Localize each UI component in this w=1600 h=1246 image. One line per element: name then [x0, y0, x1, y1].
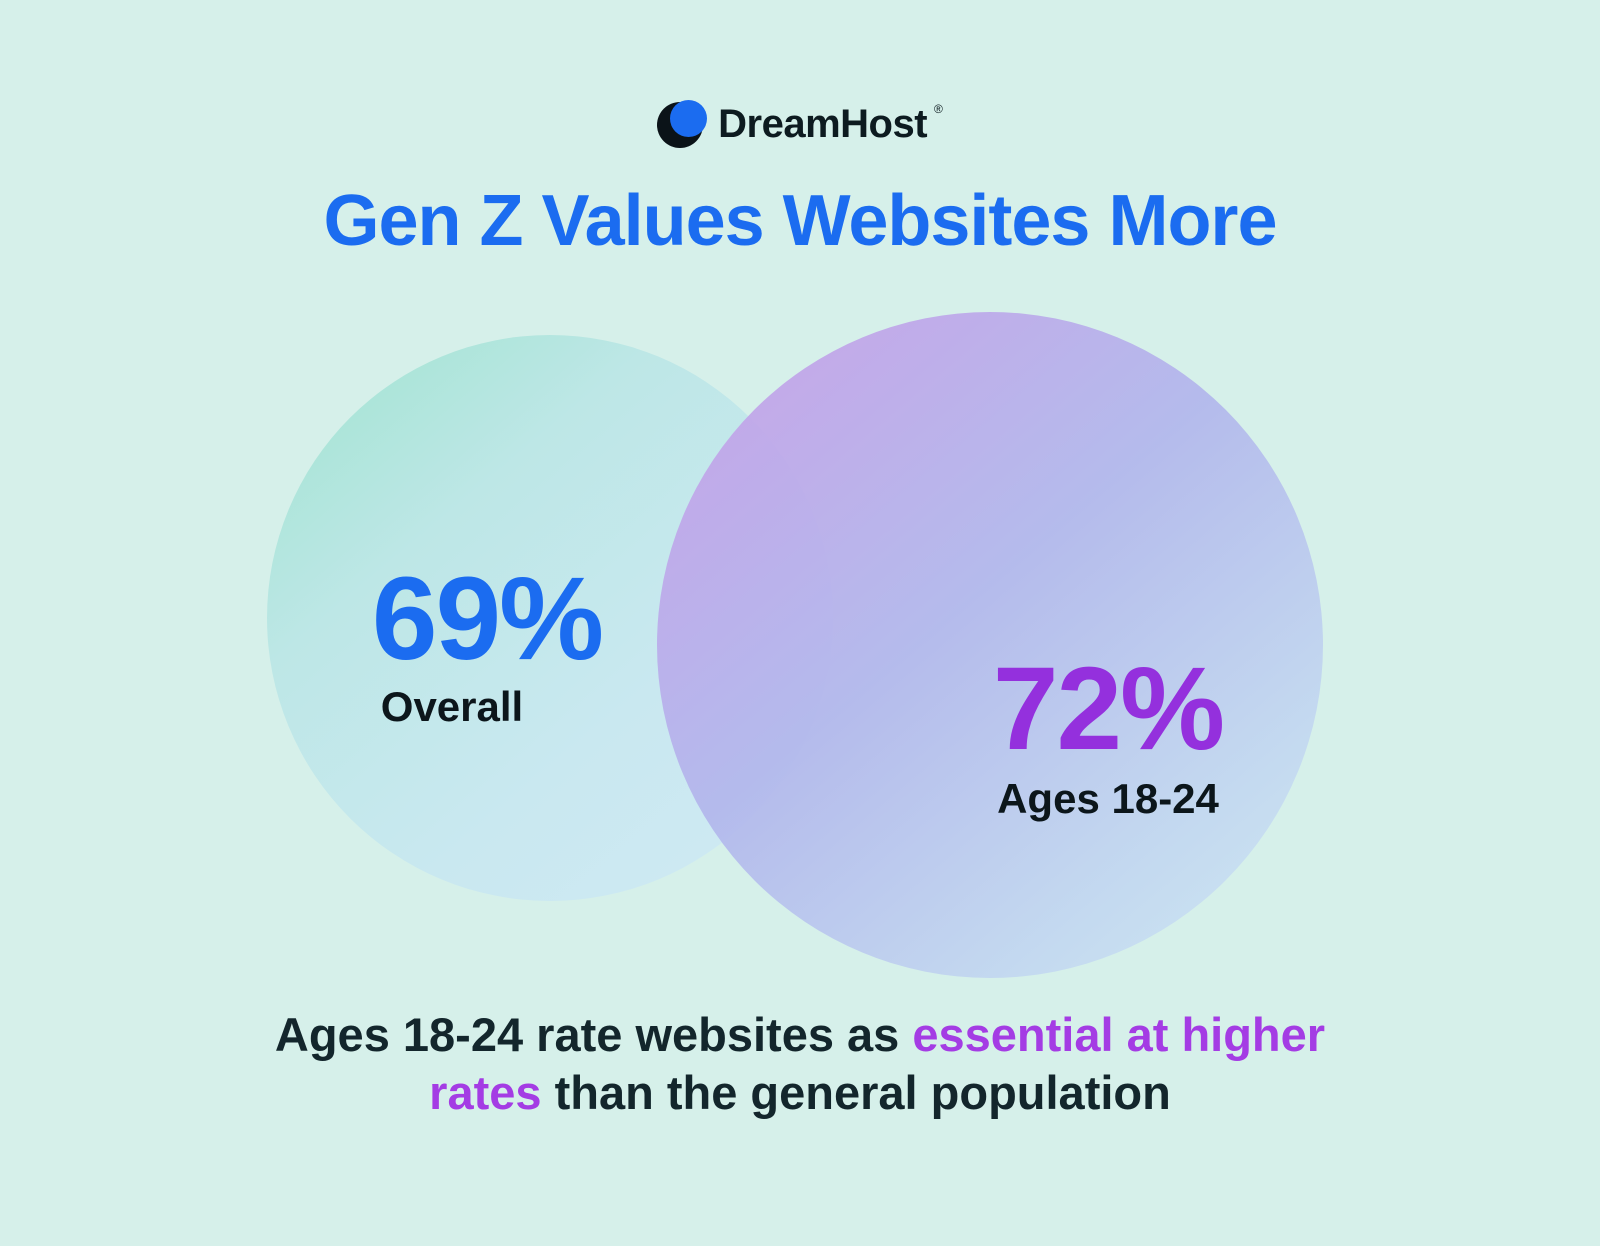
page-title: Gen Z Values Websites More — [323, 181, 1278, 261]
brand-name: DreamHost — [718, 102, 928, 146]
caption-line-1: Ages 18-24 rate websites as essential at… — [0, 1006, 1600, 1064]
stat-value-overall: 69% — [371, 553, 604, 685]
caption-text: than the general population — [541, 1066, 1171, 1119]
blue-ball-shape — [670, 100, 708, 137]
stat-label-overall: Overall — [380, 683, 524, 730]
stat-label-ages-18-24: Ages 18-24 — [997, 775, 1219, 822]
caption-emphasis-text: rates — [429, 1066, 542, 1119]
registered-trademark-symbol: ® — [934, 102, 943, 116]
venn-circle-ages-18-24 — [657, 312, 1323, 978]
caption-text: Ages 18-24 rate websites as — [274, 1008, 913, 1061]
dreamhost-crescent-icon — [657, 100, 708, 148]
caption-emphasis-text: essential at higher — [912, 1008, 1326, 1061]
brand-logo: DreamHost ® — [0, 100, 1600, 148]
caption: Ages 18-24 rate websites as essential at… — [0, 1006, 1600, 1122]
caption-line-2: rates than the general population — [0, 1064, 1600, 1122]
stat-value-ages-18-24: 72% — [992, 643, 1225, 775]
